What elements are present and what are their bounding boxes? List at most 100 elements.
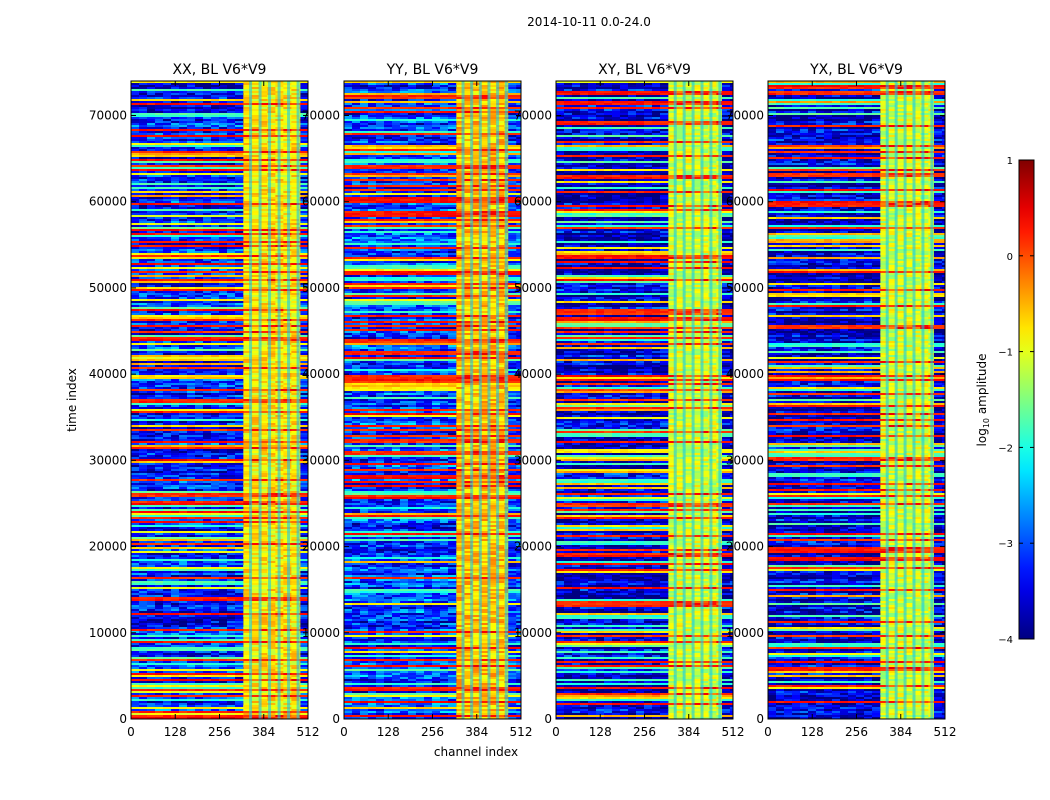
y-tick-label: 20000: [302, 540, 340, 554]
y-tick-label: 0: [544, 712, 552, 726]
panel-4: YX, BL V6*V9 0 128 256 384 512 0 10000 20000 3000…: [726, 62, 957, 739]
y-tick-label: 60000: [89, 195, 127, 209]
colorbar-tick-label: 0: [1007, 252, 1013, 263]
figure-title: 2014-10-11 0.0-24.0: [527, 15, 651, 29]
x-tick-label: 384: [677, 725, 700, 739]
x-tick-label: 128: [164, 725, 187, 739]
y-tick-label: 10000: [89, 626, 127, 640]
colorbar-tick-label: −4: [998, 635, 1013, 646]
channel-stripe: [673, 81, 677, 719]
x-tick-label: 128: [589, 725, 612, 739]
y-tick-label: 60000: [302, 195, 340, 209]
x-tick-label: 384: [252, 725, 275, 739]
x-tick-label: 0: [340, 725, 348, 739]
y-tick-label: 10000: [726, 626, 764, 640]
panel-title: YY, BL V6*V9: [386, 62, 479, 78]
y-tick-label: 30000: [726, 453, 764, 467]
colorbar-gradient: [1018, 159, 1035, 640]
channel-stripe: [885, 81, 889, 719]
y-tick-label: 40000: [89, 367, 127, 381]
channel-stripe: [487, 81, 491, 719]
y-tick-label: 20000: [89, 540, 127, 554]
channel-stripe: [504, 81, 508, 719]
channel-stripe: [718, 81, 722, 719]
y-tick-label: 30000: [514, 453, 552, 467]
panel-title: XX, BL V6*V9: [173, 62, 267, 78]
channel-stripe: [249, 81, 253, 719]
y-tick-label: 50000: [89, 281, 127, 295]
colorbar-tick-label: −3: [998, 539, 1013, 550]
colorbar-tick-label: 1: [1007, 156, 1013, 167]
x-tick-label: 128: [801, 725, 824, 739]
y-tick-label: 70000: [514, 108, 552, 122]
channel-stripe: [496, 81, 500, 719]
heatmap-cells: [344, 81, 521, 719]
channel-stripe: [268, 81, 272, 719]
y-tick-label: 20000: [726, 540, 764, 554]
y-tick-label: 50000: [726, 281, 764, 295]
x-tick-label: 256: [208, 725, 231, 739]
panel-title: YX, BL V6*V9: [809, 62, 903, 78]
x-tick-label: 256: [633, 725, 656, 739]
heatmap-cells: [768, 81, 945, 719]
y-tick-label: 60000: [726, 195, 764, 209]
channel-stripe: [921, 81, 925, 719]
heatmap-cells: [131, 81, 308, 719]
y-tick-label: 70000: [302, 108, 340, 122]
x-tick-label: 256: [845, 725, 868, 739]
channel-stripe: [691, 81, 695, 719]
x-tick-label: 512: [297, 725, 320, 739]
y-tick-label: 0: [332, 712, 340, 726]
panel-title: XY, BL V6*V9: [598, 62, 691, 78]
y-tick-label: 10000: [302, 626, 340, 640]
channel-stripe: [478, 81, 482, 719]
y-tick-label: 50000: [514, 281, 552, 295]
channel-stripe: [682, 81, 686, 719]
channel-stripe: [470, 81, 474, 719]
y-tick-label: 0: [119, 712, 127, 726]
channel-stripe: [461, 81, 465, 719]
x-tick-label: 512: [510, 725, 533, 739]
y-tick-label: 0: [756, 712, 764, 726]
x-tick-label: 384: [889, 725, 912, 739]
colorbar-tick-label: −2: [998, 443, 1013, 454]
panel-1: XX, BL V6*V9 0 128 256 384 512 0 10000 20000 3000…: [65, 62, 319, 739]
x-tick-label: 0: [127, 725, 135, 739]
x-tick-label: 512: [722, 725, 745, 739]
colorbar: −4 −3 −2 −1 0 1 log10 amplitude: [975, 156, 1035, 646]
y-axis-label: time index: [65, 368, 79, 432]
x-tick-label: 128: [377, 725, 400, 739]
channel-stripe: [287, 81, 291, 719]
channel-stripe: [912, 81, 916, 719]
channel-stripe: [296, 81, 300, 719]
y-tick-label: 10000: [514, 626, 552, 640]
y-tick-label: 40000: [302, 367, 340, 381]
channel-stripe: [930, 81, 934, 719]
heatmap-panels: XX, BL V6*V9 0 128 256 384 512 0 10000 20000 3000…: [65, 62, 956, 759]
y-tick-label: 70000: [726, 108, 764, 122]
channel-stripe: [894, 81, 898, 719]
y-tick-label: 50000: [302, 281, 340, 295]
channel-stripe: [258, 81, 262, 719]
colorbar-tick-label: −1: [998, 348, 1013, 359]
channel-stripe: [709, 81, 713, 719]
x-tick-label: 0: [552, 725, 560, 739]
x-tick-label: 0: [764, 725, 772, 739]
channel-stripe: [700, 81, 704, 719]
colorbar-label: log10 amplitude: [975, 354, 991, 447]
y-tick-label: 70000: [89, 108, 127, 122]
y-tick-label: 40000: [514, 367, 552, 381]
panel-2: YY, BL V6*V9 0 128 256 384 512 0 10000 20000 3000…: [302, 62, 533, 759]
channel-stripe: [277, 81, 281, 719]
x-axis-label: channel index: [434, 745, 518, 759]
x-tick-label: 512: [934, 725, 957, 739]
y-tick-label: 40000: [726, 367, 764, 381]
heatmap-cells: [556, 81, 733, 719]
y-tick-label: 20000: [514, 540, 552, 554]
channel-stripe: [903, 81, 907, 719]
x-tick-label: 256: [421, 725, 444, 739]
y-tick-label: 60000: [514, 195, 552, 209]
panel-3: XY, BL V6*V9 0 128 256 384 512 0 10000 20000 3000…: [514, 62, 745, 739]
y-tick-label: 30000: [302, 453, 340, 467]
